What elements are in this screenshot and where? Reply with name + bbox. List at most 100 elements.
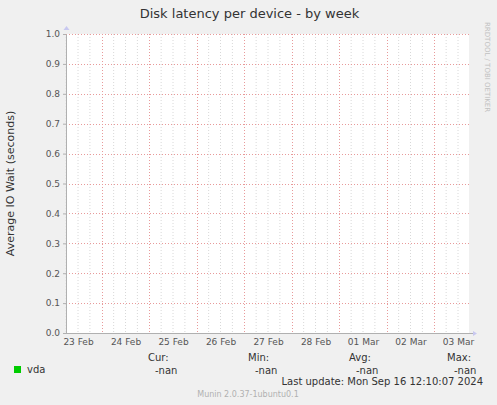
x-axis: 23 Feb 24 Feb 25 Feb 26 Feb 27 Feb 28 Feb 01 M… — [63, 333, 474, 347]
minor-grid-line — [89, 34, 90, 333]
y-tick-mark — [63, 64, 66, 65]
legend-label: vda — [27, 364, 45, 375]
legend-swatch — [14, 366, 21, 373]
minor-grid-line — [137, 34, 138, 333]
background — [0, 0, 497, 405]
legend-stat-label: Max: — [447, 352, 471, 363]
x-tick: 24 Feb — [111, 333, 142, 347]
legend-stat-label: Avg: — [349, 352, 371, 363]
x-tick-label: 25 Feb — [158, 337, 189, 347]
minor-grid-line — [232, 34, 233, 333]
y-tick: 0.2 — [46, 269, 66, 279]
minor-grid-line — [398, 34, 399, 333]
day-grid-line — [434, 34, 435, 333]
grid-line — [66, 303, 469, 304]
day-grid-line — [339, 34, 340, 333]
y-tick-label: 0.7 — [46, 119, 60, 129]
legend-stat-value: -nan — [356, 365, 378, 376]
minor-grid-line — [184, 34, 185, 333]
day-grid-line — [292, 34, 293, 333]
y-tick: 0.5 — [46, 179, 66, 189]
y-tick-mark — [63, 273, 66, 274]
watermark: RRDTOOL / TOBI OETIKER — [483, 22, 491, 112]
y-tick-label: 0.6 — [46, 149, 61, 159]
y-tick-label: 0.4 — [46, 209, 61, 219]
x-tick-label: 26 Feb — [206, 337, 237, 347]
y-tick: 0.1 — [46, 298, 66, 308]
grid-line — [66, 64, 469, 65]
x-tick-label: 24 Feb — [111, 337, 142, 347]
last-update: Last update: Mon Sep 16 12:10:07 2024 — [281, 376, 483, 387]
y-tick-mark — [63, 333, 66, 334]
minor-grid-line — [173, 34, 174, 333]
grid-line — [66, 333, 469, 334]
y-tick-label: 0.2 — [46, 269, 60, 279]
legend-stat-label: Min: — [248, 352, 269, 363]
y-tick-label: 0.0 — [46, 328, 61, 338]
day-grid-line — [387, 34, 388, 333]
y-tick: 0.6 — [46, 149, 66, 159]
minor-grid-line — [268, 34, 269, 333]
grid — [66, 34, 469, 334]
minor-grid-line — [363, 34, 364, 333]
x-tick: 01 Mar — [348, 333, 380, 347]
y-tick: 0.7 — [46, 119, 66, 129]
day-grid-line — [102, 34, 103, 333]
y-tick-label: 0.3 — [46, 239, 60, 249]
y-arrow — [64, 26, 70, 30]
y-tick-label: 1.0 — [46, 29, 61, 39]
x-arrow — [473, 331, 477, 336]
minor-grid-line — [161, 34, 162, 333]
y-tick-mark — [63, 213, 66, 214]
y-tick-label: 0.1 — [46, 298, 60, 308]
y-tick-mark — [63, 243, 66, 244]
y-axis-line — [66, 35, 67, 334]
y-tick-mark — [63, 124, 66, 125]
minor-grid-line — [446, 34, 447, 333]
grid-line — [66, 124, 469, 125]
legend-stat-value: -nan — [155, 365, 177, 376]
minor-grid-line — [78, 34, 79, 333]
x-tick: 02 Mar — [395, 333, 427, 347]
x-tick: 28 Feb — [301, 333, 332, 347]
y-tick-label: 0.9 — [46, 59, 61, 69]
minor-grid-line — [351, 34, 352, 333]
minor-grid-line — [125, 34, 126, 333]
plot-area — [66, 34, 469, 333]
y-tick: 0.3 — [46, 239, 66, 249]
y-tick-mark — [63, 184, 66, 185]
x-tick-label: 28 Feb — [301, 337, 332, 347]
y-tick-label: 0.5 — [46, 179, 60, 189]
x-tick: 23 Feb — [63, 333, 94, 347]
title: Disk latency per device - by week — [140, 6, 360, 21]
minor-grid-line — [458, 34, 459, 333]
grid-line — [66, 94, 469, 95]
x-tick-label: 27 Feb — [253, 337, 284, 347]
footer: Munin 2.0.37-1ubuntu0.1 — [197, 390, 299, 399]
y-tick: 0.4 — [46, 209, 66, 219]
minor-grid-line — [327, 34, 328, 333]
minor-grid-line — [315, 34, 316, 333]
x-tick-label: 23 Feb — [63, 337, 94, 347]
y-tick-mark — [63, 303, 66, 304]
x-baseline — [66, 333, 473, 334]
x-tick-label: 03 Mar — [443, 337, 475, 347]
legend-stat-label: Cur: — [148, 352, 169, 363]
y-axis-title: Average IO Wait (seconds) — [4, 111, 17, 256]
x-tick-label: 02 Mar — [395, 337, 427, 347]
minor-grid-line — [256, 34, 257, 333]
day-grid-line — [149, 34, 150, 333]
y-tick-label: 0.8 — [46, 89, 61, 99]
y-axis: 0.0 0.1 0.2 0.3 0.4 0.5 0.6 0.7 0.8 0.9 1.0 — [46, 29, 67, 338]
grid-line — [66, 34, 469, 35]
minor-grid-line — [422, 34, 423, 333]
legend-stat-value: -nan — [454, 365, 476, 376]
x-tick: 25 Feb — [158, 333, 189, 347]
chart: 0.00.10.20.30.40.50.60.70.80.91.023 Feb2… — [0, 0, 497, 405]
y-tick: 0.9 — [46, 59, 66, 69]
minor-grid-line — [374, 34, 375, 333]
y-tick: 0.8 — [46, 89, 66, 99]
minor-grid-line — [303, 34, 304, 333]
legend-stat-value: -nan — [255, 365, 277, 376]
y-tick: 1.0 — [46, 29, 66, 39]
